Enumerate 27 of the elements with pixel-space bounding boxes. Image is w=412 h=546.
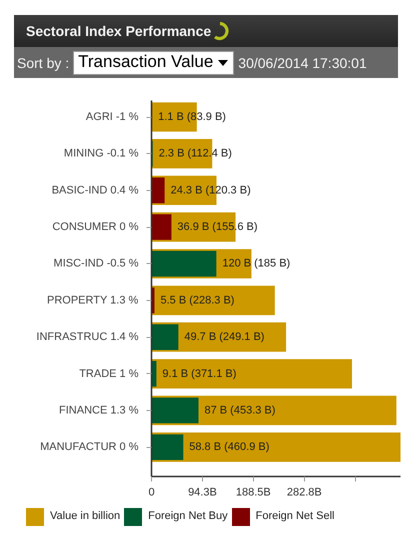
y-tick-label: MISC-IND -0.5 % bbox=[54, 258, 139, 270]
data-label: 87 B (453.3 B) bbox=[204, 404, 276, 416]
text: 30/06/2014 17:30:01 bbox=[238, 54, 367, 72]
data-label: 120 B (185 B) bbox=[222, 258, 290, 270]
x-tick-label: 0 bbox=[148, 486, 155, 498]
y-tick-label: INFRASTRUC 1.4 % bbox=[36, 331, 139, 344]
y-tick-label: MINING -0.1 % bbox=[64, 148, 139, 160]
text: Sort by : bbox=[17, 54, 70, 72]
y-tick-label: TRADE 1 % bbox=[79, 368, 139, 380]
y-tick-label: AGRI -1 % bbox=[86, 111, 139, 124]
chart-title: Sectoral Index Performance bbox=[26, 22, 212, 41]
y-tick-label: PROPERTY 1.3 % bbox=[47, 294, 139, 306]
data-label: 49.7 B (249.1 B) bbox=[184, 331, 264, 344]
y-tick-label: MANUFACTUR 0 % bbox=[40, 441, 139, 454]
legend-label: Foreign Net Sell bbox=[256, 509, 334, 524]
y-tick-label: FINANCE 1.3 % bbox=[59, 404, 139, 416]
x-tick-label: 282.8B bbox=[286, 486, 322, 498]
data-label: 5.5 B (228.3 B) bbox=[160, 294, 234, 306]
text: Transaction Value bbox=[73, 50, 234, 74]
y-tick-label: BASIC-IND 0.4 % bbox=[52, 184, 139, 196]
x-tick-label: 94.3B bbox=[188, 486, 217, 498]
legend-label: Foreign Net Buy bbox=[148, 509, 228, 524]
x-tick-label: 188.5B bbox=[236, 486, 271, 498]
y-tick-label: CONSUMER 0 % bbox=[52, 221, 139, 234]
data-label: 9.1 B (371.1 B) bbox=[162, 368, 236, 380]
data-label: 58.8 B (460.9 B) bbox=[189, 441, 270, 454]
legend-label: Value in billion bbox=[50, 509, 120, 524]
